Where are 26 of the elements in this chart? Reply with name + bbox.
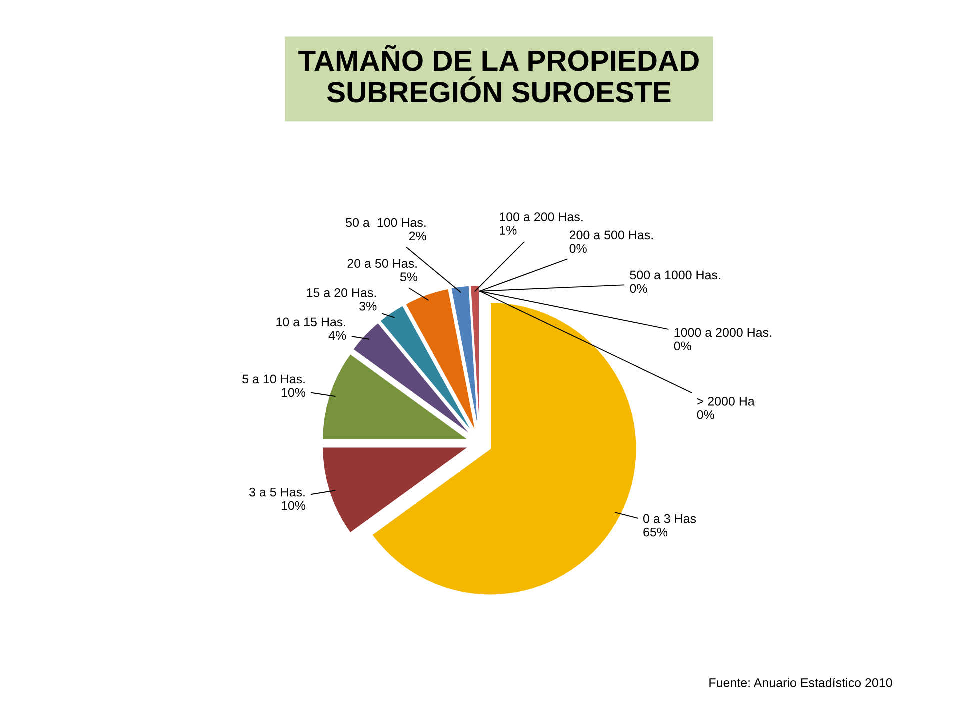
category-label: 200 a 500 Has.: [570, 230, 653, 240]
chart-title: TAMAÑO DE LA PROPIEDAD SUBREGIÓN SUROESTE: [298, 45, 699, 103]
slice-label: 50 a 100 Has.: [346, 218, 426, 228]
slice-label: 0 a 3 Has: [644, 514, 696, 524]
text: 0%: [630, 284, 648, 294]
slice-label: 100 a 200 Has.: [500, 212, 583, 222]
slice-label: 10 a 15 Has.: [276, 318, 346, 327]
slice-label: 20 a 50 Has.: [348, 259, 417, 268]
text: 0%: [697, 410, 714, 420]
category-label: > 2000 Ha: [697, 396, 755, 406]
category-label: 1000 a 2000 Has.: [674, 328, 772, 338]
category-label: 500 a 1000 Has.: [630, 270, 720, 280]
data-label: 5%: [400, 272, 418, 282]
data-label: 2%: [409, 232, 426, 241]
text: 0%: [674, 342, 692, 351]
data-label: 3%: [360, 302, 377, 311]
data-label: 1%: [500, 226, 517, 235]
slice-label: 15 a 20 Has.: [307, 288, 376, 298]
data-label: 10%: [282, 501, 306, 510]
data-label: 4%: [328, 331, 346, 340]
slice-label: 3 a 5 Has.: [250, 488, 305, 497]
data-label: 65%: [644, 528, 668, 537]
slice-label: 5 a 10 Has.: [242, 374, 305, 384]
data-label: 10%: [282, 388, 306, 398]
text: 0%: [570, 244, 587, 254]
source-note: Fuente: Anuario Estadístico 2010: [710, 678, 892, 688]
